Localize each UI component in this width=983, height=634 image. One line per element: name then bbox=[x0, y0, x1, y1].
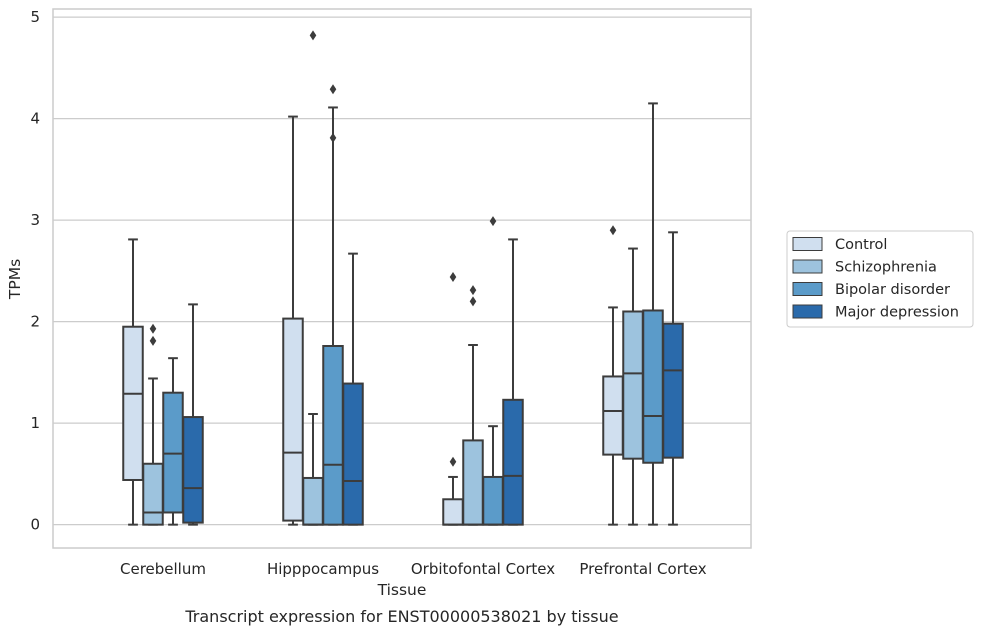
x-tick-label: Prefrontal Cortex bbox=[579, 560, 706, 578]
x-tick-labels: Cerebellum Hipppocampus Orbitofontal Corte… bbox=[120, 560, 707, 578]
box-iqr bbox=[182, 416, 204, 524]
box-iqr bbox=[162, 391, 184, 514]
box-iqr bbox=[662, 322, 684, 459]
y-tick-label: 1 bbox=[30, 414, 40, 432]
box-group bbox=[642, 102, 664, 526]
box-group bbox=[162, 357, 184, 526]
y-axis-title: TPMs bbox=[6, 259, 24, 300]
box-iqr bbox=[622, 310, 644, 460]
outlier-point bbox=[329, 84, 337, 95]
box-group bbox=[662, 231, 684, 526]
legend-label: Control bbox=[835, 237, 887, 253]
box-iqr bbox=[142, 462, 164, 526]
box-group bbox=[282, 115, 304, 526]
outlier-point bbox=[469, 285, 477, 296]
box-iqr bbox=[462, 439, 484, 526]
box-iqr bbox=[302, 476, 324, 526]
legend-label: Major depression bbox=[835, 305, 959, 321]
box-iqr bbox=[122, 325, 144, 481]
y-tick-label: 4 bbox=[30, 110, 40, 128]
outlier-point bbox=[329, 132, 337, 143]
box-group bbox=[122, 238, 144, 526]
legend-swatch bbox=[792, 282, 823, 296]
y-tick-label: 5 bbox=[30, 8, 40, 26]
box-group bbox=[442, 271, 464, 526]
x-tick-label: Hipppocampus bbox=[267, 560, 379, 578]
box-iqr bbox=[322, 345, 344, 526]
legend-swatch bbox=[792, 259, 823, 274]
outlier-point bbox=[609, 225, 617, 236]
legend: Control Schizophrenia Bipolar disorder Majo… bbox=[786, 230, 974, 328]
y-tick-labels: 0 1 2 3 4 5 bbox=[30, 8, 40, 534]
box-group bbox=[482, 216, 504, 526]
boxes bbox=[122, 30, 684, 526]
box-group bbox=[342, 252, 364, 526]
x-tick-label: Orbitofontal Cortex bbox=[411, 560, 555, 578]
outlier-point bbox=[449, 456, 457, 467]
box-iqr bbox=[642, 309, 664, 464]
legend-swatch bbox=[792, 237, 823, 251]
legend-label: Bipolar disorder bbox=[835, 282, 950, 298]
box-group bbox=[142, 323, 164, 526]
box-iqr bbox=[442, 498, 464, 526]
outlier-point bbox=[309, 30, 317, 41]
box-iqr bbox=[482, 475, 504, 526]
box-iqr bbox=[602, 375, 624, 456]
chart-caption: Transcript expression for ENST0000053802… bbox=[184, 607, 618, 626]
legend-frame bbox=[786, 230, 974, 328]
box-iqr bbox=[502, 398, 524, 526]
y-tick-label: 0 bbox=[30, 516, 40, 534]
outlier-point bbox=[149, 323, 157, 334]
box-iqr bbox=[342, 382, 364, 526]
x-axis-title: Tissue bbox=[377, 581, 427, 599]
outlier-point bbox=[489, 216, 497, 227]
outlier-point bbox=[149, 335, 157, 346]
box-group bbox=[182, 303, 204, 526]
legend-swatch bbox=[792, 304, 823, 319]
outlier-point bbox=[469, 296, 477, 307]
box-iqr bbox=[282, 317, 304, 522]
outlier-point bbox=[449, 271, 457, 282]
box-group bbox=[502, 238, 524, 526]
legend-items: Control Schizophrenia Bipolar disorder Majo… bbox=[792, 237, 959, 321]
y-tick-label: 3 bbox=[30, 211, 40, 229]
box-group bbox=[462, 285, 484, 526]
legend-label: Schizophrenia bbox=[835, 260, 937, 276]
x-tick-label: Cerebellum bbox=[120, 560, 206, 578]
y-tick-label: 2 bbox=[30, 313, 40, 331]
